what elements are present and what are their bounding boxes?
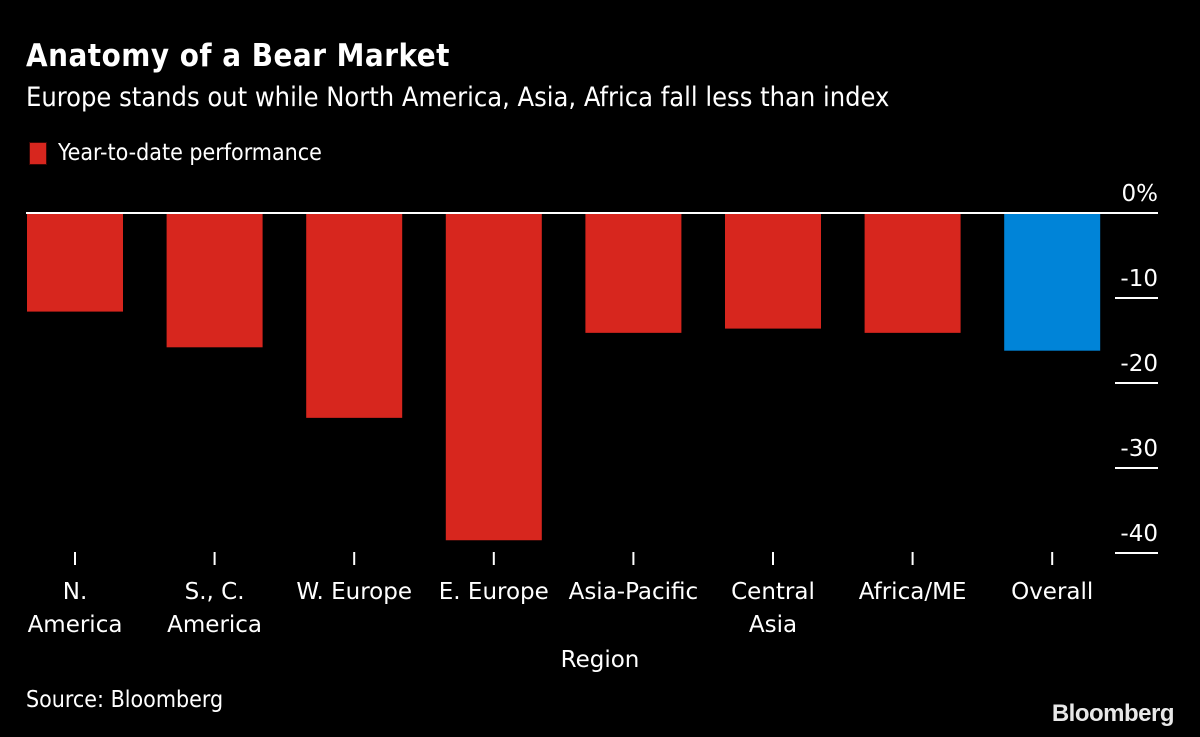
x-tick-label: Central	[731, 579, 815, 605]
bar	[27, 213, 123, 312]
x-tick-label: Africa/ME	[859, 579, 967, 605]
y-tick-label: -20	[1120, 351, 1158, 377]
bar	[445, 213, 542, 541]
x-tick-label: N.	[63, 579, 88, 605]
legend: Year-to-date performance	[30, 140, 322, 166]
x-tick-label: Overall	[1011, 579, 1093, 605]
bar	[864, 213, 961, 333]
bar	[166, 213, 263, 348]
y-tick-label: -40	[1120, 521, 1158, 547]
y-tick-label: -30	[1120, 436, 1158, 462]
x-tick-label: S., C.	[185, 579, 245, 605]
bloomberg-logo: Bloomberg	[1051, 700, 1175, 727]
x-tick-label: America	[28, 612, 123, 638]
x-tick-label: E. Europe	[439, 579, 549, 605]
y-tick-label: -10	[1120, 266, 1158, 292]
bar	[1004, 213, 1101, 351]
x-tick-label: W. Europe	[296, 579, 412, 605]
source-note: Source: Bloomberg	[26, 687, 224, 713]
legend-swatch	[30, 142, 46, 164]
y-tick-label: 0%	[1122, 181, 1159, 207]
x-tick-label: America	[167, 612, 262, 638]
x-tick-label: Asia	[749, 612, 797, 638]
x-axis-label: Region	[561, 647, 640, 673]
chart-title: Anatomy of a Bear Market	[26, 38, 450, 74]
x-tick-label: Asia-Pacific	[569, 579, 699, 605]
bar	[725, 213, 821, 329]
chart-subtitle: Europe stands out while North America, A…	[26, 82, 890, 113]
bar	[306, 213, 403, 418]
legend-label: Year-to-date performance	[58, 140, 322, 166]
bar	[585, 213, 682, 333]
